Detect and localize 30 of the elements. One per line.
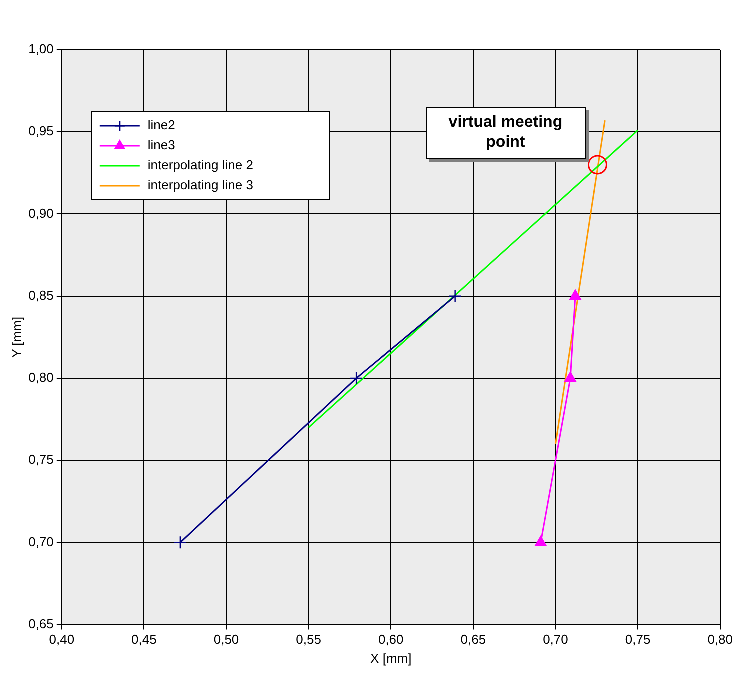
point xyxy=(174,536,188,550)
x-tick-label: 0,45 xyxy=(132,632,157,648)
point xyxy=(564,372,576,382)
x-tick-label: 0,60 xyxy=(378,632,404,648)
x-tick-label: 0,55 xyxy=(296,632,322,648)
legend-label: interpolating line 2 xyxy=(148,158,254,173)
point xyxy=(570,290,582,300)
y-tick-label: 0,70 xyxy=(28,534,54,550)
y-tick-label: 0,65 xyxy=(28,616,54,632)
legend-label: interpolating line 3 xyxy=(148,178,254,193)
legend-label: line2 xyxy=(148,118,176,133)
point xyxy=(448,290,462,303)
x-tick-label: 0,70 xyxy=(543,632,568,648)
point xyxy=(350,372,364,386)
y-tick-label: 0,90 xyxy=(28,206,54,221)
x-tick-label: 0,80 xyxy=(708,632,734,648)
x-tick-label: 0,50 xyxy=(214,632,240,648)
legend-label: line3 xyxy=(148,138,176,153)
y-tick-label: 0,95 xyxy=(28,124,54,139)
annotation: virtual meeting point xyxy=(426,106,586,159)
x-tick-label: 0,40 xyxy=(49,632,75,648)
y-tick-label: 1,00 xyxy=(28,42,54,57)
x-tick-label: 0,65 xyxy=(460,632,486,648)
y-tick-label: 0,75 xyxy=(28,452,54,468)
y-axis-title: Y [mm] xyxy=(9,316,24,358)
y-tick-label: 0,85 xyxy=(28,288,54,303)
point xyxy=(535,536,547,546)
x-tick-label: 0,75 xyxy=(625,632,651,648)
x-axis-title: X [mm] xyxy=(370,650,412,666)
y-tick-label: 0,80 xyxy=(28,370,54,386)
